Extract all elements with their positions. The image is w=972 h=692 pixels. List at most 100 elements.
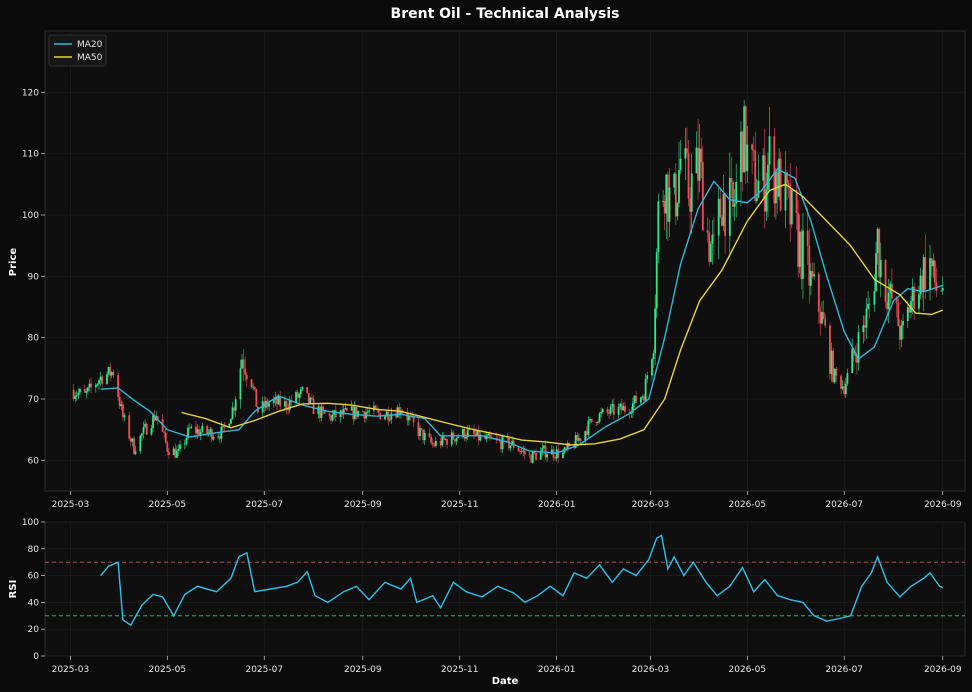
candle-body bbox=[809, 271, 812, 286]
candle-body bbox=[652, 353, 655, 360]
candle-body bbox=[722, 193, 725, 226]
candle-body bbox=[576, 435, 579, 441]
rsi-x-tick-label: 2026-09 bbox=[924, 665, 962, 675]
candle-body bbox=[724, 193, 726, 236]
candle-body bbox=[141, 433, 143, 436]
candle-body bbox=[674, 173, 677, 217]
candle-body bbox=[687, 153, 690, 199]
candle-body bbox=[919, 275, 922, 295]
candle-body bbox=[695, 147, 698, 174]
candle-body bbox=[617, 406, 620, 415]
candle-body bbox=[732, 182, 734, 207]
candle-body bbox=[442, 435, 445, 440]
candle-body bbox=[757, 180, 760, 198]
candle-body bbox=[474, 434, 477, 436]
candle-body bbox=[463, 429, 466, 439]
candle-body bbox=[635, 395, 637, 403]
candle-body bbox=[330, 415, 332, 421]
candle-body bbox=[689, 198, 692, 212]
candle-body bbox=[188, 427, 191, 429]
candle-body bbox=[120, 404, 123, 407]
candle-body bbox=[145, 423, 148, 435]
candle-body bbox=[884, 259, 887, 302]
candle-body bbox=[417, 422, 420, 437]
candle-body bbox=[309, 397, 312, 404]
rsi-line-series bbox=[100, 534, 944, 627]
candle-body bbox=[152, 415, 154, 429]
candle-body bbox=[622, 406, 625, 411]
candle-body bbox=[355, 407, 358, 417]
candle-body bbox=[773, 136, 776, 204]
candle-body bbox=[606, 409, 609, 413]
price-grid bbox=[45, 31, 965, 491]
candle-body bbox=[323, 410, 326, 414]
candle-body bbox=[711, 234, 714, 244]
candle-body bbox=[601, 409, 604, 412]
candle-body bbox=[331, 414, 334, 421]
candle-body bbox=[654, 308, 657, 354]
candle-body bbox=[187, 427, 189, 439]
candle-body bbox=[644, 378, 647, 401]
rsi-x-tick-label: 2025-09 bbox=[344, 665, 382, 675]
rsi-y-axis-label: RSI bbox=[8, 580, 19, 599]
candle-body bbox=[641, 396, 644, 398]
candle-body bbox=[461, 429, 464, 437]
candle-body bbox=[740, 131, 742, 182]
candle-body bbox=[544, 445, 547, 458]
candle-body bbox=[918, 294, 920, 309]
candle-body bbox=[109, 367, 112, 376]
candle-body bbox=[150, 428, 153, 435]
price-x-tick-label: 2026-01 bbox=[538, 500, 576, 510]
candle-body bbox=[735, 181, 738, 204]
candle-body bbox=[754, 150, 757, 201]
rsi-x-tick-label: 2026-05 bbox=[729, 665, 767, 675]
candle-body bbox=[199, 431, 202, 436]
candle-body bbox=[566, 442, 569, 449]
candle-body bbox=[932, 260, 935, 267]
candle-body bbox=[655, 252, 658, 309]
candle-body bbox=[99, 376, 102, 381]
candle-body bbox=[522, 450, 525, 452]
candle-body bbox=[374, 405, 377, 409]
candle-body bbox=[284, 401, 286, 407]
rsi-grid bbox=[45, 521, 965, 657]
candle-body bbox=[457, 436, 460, 438]
candle-body bbox=[867, 303, 869, 309]
price-x-tick-label: 2026-07 bbox=[825, 500, 863, 510]
candle-body bbox=[234, 399, 237, 411]
price-x-tick-label: 2025-03 bbox=[52, 500, 90, 510]
candle-body bbox=[207, 432, 210, 434]
candle-body bbox=[220, 426, 223, 439]
candle-body bbox=[565, 447, 568, 449]
candle-body bbox=[77, 392, 80, 396]
candle-body bbox=[298, 393, 301, 398]
candle-body bbox=[829, 325, 831, 374]
candle-body bbox=[678, 170, 680, 204]
candle-body bbox=[911, 286, 914, 302]
candle-body bbox=[272, 400, 275, 404]
candle-body bbox=[875, 253, 877, 292]
candle-body bbox=[230, 418, 232, 424]
candle-body bbox=[802, 230, 804, 279]
candle-body bbox=[361, 411, 364, 412]
candle-body bbox=[179, 444, 181, 450]
candle-body bbox=[101, 376, 104, 384]
moving-average-lines bbox=[100, 168, 944, 454]
candle-body bbox=[231, 407, 234, 419]
candle-body bbox=[728, 177, 731, 236]
price-x-tick-label: 2026-09 bbox=[924, 500, 962, 510]
candle-body bbox=[651, 359, 653, 376]
candle-body bbox=[786, 172, 788, 183]
candle-body bbox=[528, 454, 531, 456]
candle-body bbox=[320, 406, 323, 418]
candle-body bbox=[543, 445, 545, 448]
candle-body bbox=[776, 171, 779, 197]
candle-body bbox=[821, 312, 823, 324]
candle-body bbox=[87, 387, 89, 392]
candle-body bbox=[539, 451, 542, 460]
candle-body bbox=[868, 303, 871, 305]
candle-body bbox=[624, 406, 626, 412]
candle-body bbox=[922, 257, 925, 293]
candle-body bbox=[768, 136, 771, 165]
